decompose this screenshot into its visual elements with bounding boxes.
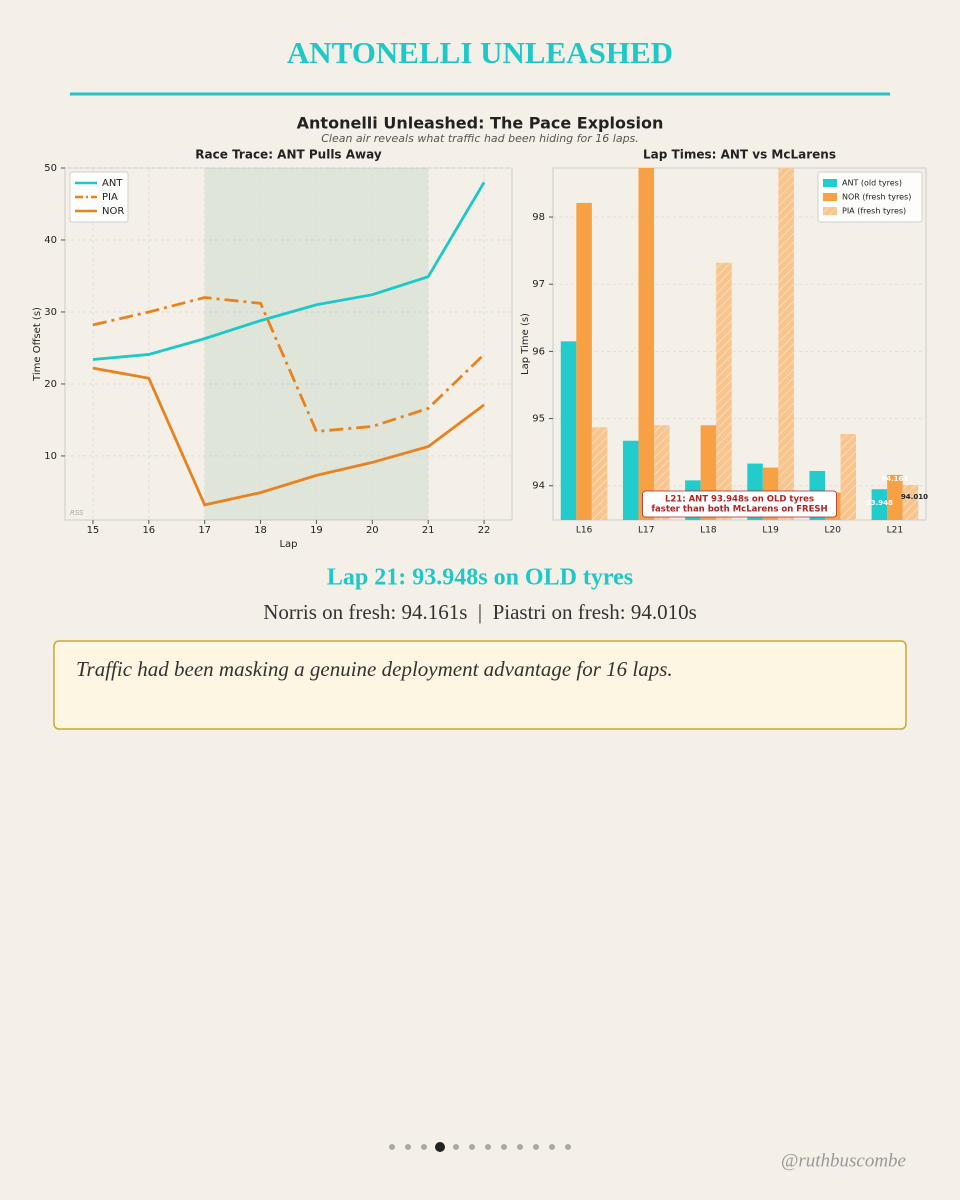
page-title: ANTONELLI UNLEASHED — [287, 35, 673, 70]
figure-subtitle: Clean air reveals what traffic had been … — [321, 132, 639, 145]
bar-hatch — [902, 485, 919, 520]
headline: Lap 21: 93.948s on OLD tyres — [327, 565, 633, 591]
x-tick-label: L20 — [825, 526, 842, 536]
page-dot[interactable] — [405, 1144, 411, 1150]
page-dot[interactable] — [421, 1144, 427, 1150]
data-label: 94.010 — [901, 493, 928, 501]
pagination — [389, 1142, 571, 1152]
x-tick-label: 15 — [87, 525, 100, 536]
bar-hatch — [716, 262, 732, 520]
page-dot[interactable] — [501, 1144, 507, 1150]
plot-area — [64, 167, 513, 521]
x-tick-label: L19 — [762, 526, 779, 536]
legend-label: PIA — [102, 192, 118, 203]
x-tick-label: 16 — [142, 525, 155, 536]
y-tick-label: 98 — [532, 212, 545, 223]
page-dot[interactable] — [389, 1144, 395, 1150]
y-tick-label: 94 — [532, 481, 545, 492]
legend-label: NOR — [102, 206, 124, 217]
bar — [887, 474, 903, 520]
x-tick-label: 19 — [310, 525, 323, 536]
legend-label: NOR (fresh tyres) — [842, 193, 911, 202]
y-tick-label: 20 — [44, 379, 57, 390]
x-tick-label: 20 — [366, 525, 379, 536]
series-line — [92, 366, 485, 507]
bar-hatch — [778, 168, 794, 520]
annotation-text: L21: ANT 93.948s on OLD tyres — [665, 495, 814, 505]
legend-swatch — [823, 193, 837, 201]
bar — [560, 341, 577, 520]
page-dot-active[interactable] — [435, 1142, 445, 1152]
series-line — [92, 181, 486, 361]
data-label: 94.161 — [881, 475, 908, 483]
x-tick-label: L18 — [700, 526, 717, 536]
legend-hatch — [823, 207, 837, 215]
y-tick-label: 50 — [44, 163, 57, 174]
x-tick-label: 22 — [478, 525, 491, 536]
data-label: 93.948 — [866, 499, 893, 507]
bar — [638, 168, 655, 520]
y-tick-label: 97 — [532, 279, 545, 290]
y-axis-label: Time Offset (s) — [32, 307, 43, 382]
annotation-box — [642, 490, 837, 518]
x-tick-label: 18 — [254, 525, 267, 536]
legend-label: ANT (old tyres) — [842, 179, 902, 188]
legend-swatch — [823, 179, 837, 187]
page-dot[interactable] — [485, 1144, 491, 1150]
plot-area — [552, 167, 927, 521]
chart-title: Race Trace: ANT Pulls Away — [195, 148, 382, 162]
bar-hatch — [840, 434, 857, 520]
annotation-text: faster than both McLarens on FRESH — [651, 505, 827, 515]
legend-label: ANT — [102, 178, 123, 189]
x-tick-label: L16 — [576, 526, 593, 536]
chart-title: Lap Times: ANT vs McLarens — [643, 148, 836, 162]
y-tick-label: 96 — [532, 346, 545, 357]
callout-box — [53, 640, 907, 730]
legend-box — [817, 171, 923, 223]
y-tick-label: 30 — [44, 307, 57, 318]
watermark: RSS — [70, 509, 84, 517]
series-line — [92, 296, 486, 433]
page-dot[interactable] — [453, 1144, 459, 1150]
legend-box — [69, 171, 129, 223]
page-dot[interactable] — [533, 1144, 539, 1150]
x-tick-label: 21 — [422, 525, 435, 536]
bar — [576, 202, 592, 520]
figure-title: Antonelli Unleashed: The Pace Explosion — [297, 114, 664, 133]
bar — [871, 489, 888, 520]
bar — [622, 440, 639, 520]
page-dot[interactable] — [517, 1144, 523, 1150]
callout-text: Traffic had been masking a genuine deplo… — [76, 657, 673, 681]
x-tick-label: L17 — [638, 526, 654, 536]
y-axis-label: Lap Time (s) — [520, 313, 531, 375]
y-tick-label: 40 — [44, 235, 57, 246]
x-tick-label: 17 — [198, 525, 211, 536]
page-dot[interactable] — [469, 1144, 475, 1150]
bar-hatch — [591, 427, 608, 520]
page-dot[interactable] — [565, 1144, 571, 1150]
legend-label: PIA (fresh tyres) — [842, 207, 906, 216]
x-axis-label: Lap — [279, 539, 297, 550]
handle: @ruthbuscombe — [781, 1150, 906, 1171]
y-tick-label: 95 — [532, 414, 545, 425]
y-tick-label: 10 — [44, 451, 57, 462]
x-tick-label: L21 — [887, 526, 903, 536]
page-dot[interactable] — [549, 1144, 555, 1150]
headline-detail: Norris on fresh: 94.161s | Piastri on fr… — [263, 600, 697, 624]
